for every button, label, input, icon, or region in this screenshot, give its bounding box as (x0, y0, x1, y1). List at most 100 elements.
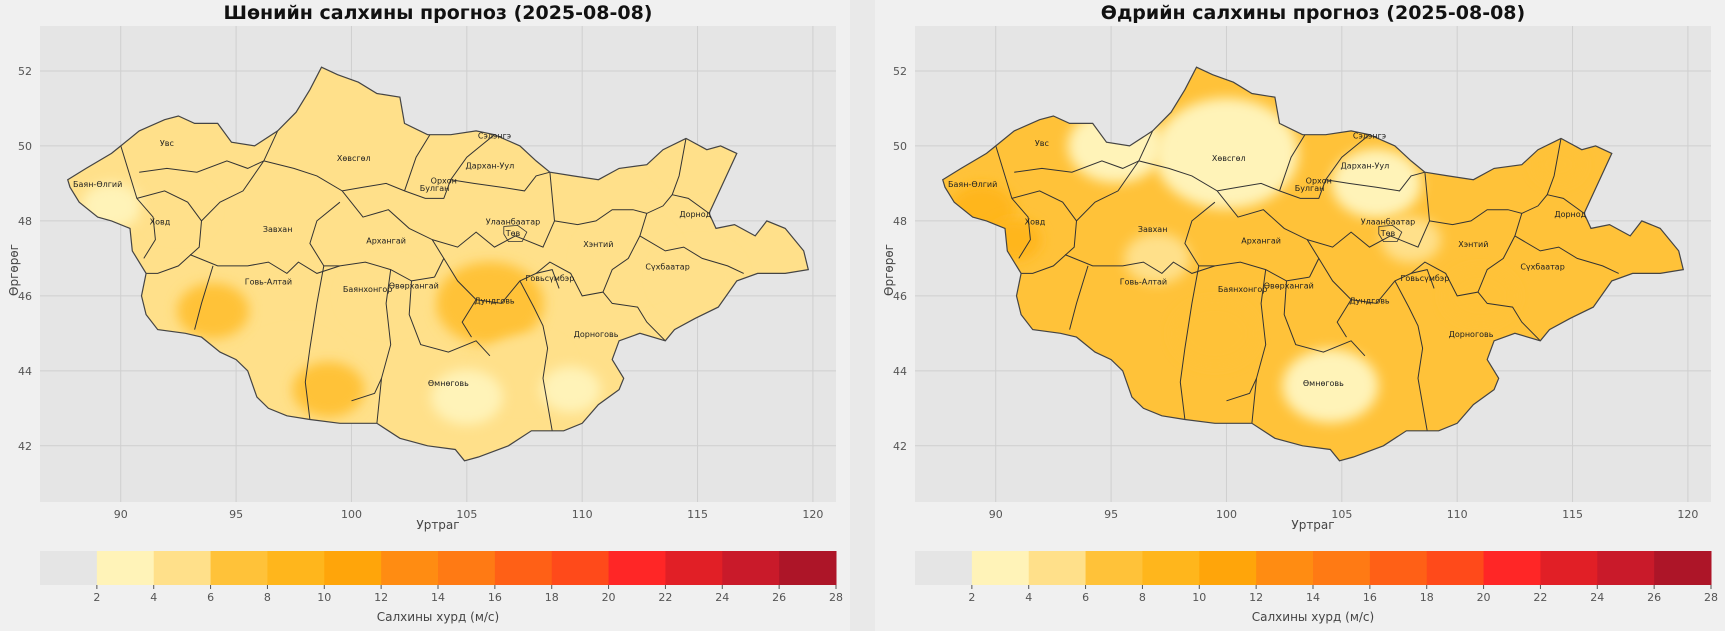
colorbar-bin (608, 551, 666, 585)
province-label: Дундговь (1349, 296, 1390, 305)
colorbar-tick-label: 18 (1420, 591, 1434, 604)
province-label: Төв (505, 229, 521, 238)
province-label: Говьсүмбэр (1401, 274, 1450, 283)
day-colorbar-label: Салхины хурд (м/с) (1251, 610, 1375, 624)
x-tick-label: 95 (229, 508, 243, 521)
province-label: Сэлэнгэ (478, 131, 511, 140)
colorbar-bin (267, 551, 325, 585)
day-map-svg: Баян-Өлгий Увс Ховд Завхан Говь-Алтай Хөвсгөл… (893, 26, 1711, 521)
province-border (309, 201, 341, 267)
province-border (1283, 280, 1366, 357)
province-border (672, 194, 710, 214)
night-map-title: Шөнийн салхины прогноз (2025-08-08) (223, 2, 653, 24)
colorbar-tick-label: 26 (772, 591, 786, 604)
colorbar-bin (210, 551, 268, 585)
colorbar-tick-label: 4 (150, 591, 157, 604)
wind-zone (430, 369, 503, 425)
province-border (1477, 213, 1523, 293)
colorbar-bin (40, 551, 98, 585)
province-label: Баянхонгор (343, 285, 392, 294)
night-x-axis-label: Уртраг (416, 518, 460, 532)
colorbar-bin (1313, 551, 1371, 585)
province-border (554, 138, 687, 226)
y-tick-label: 48 (18, 215, 32, 228)
province-label: Говь-Алтай (1120, 278, 1167, 287)
colorbar-bin (494, 551, 553, 585)
x-tick-label: 115 (687, 508, 708, 521)
x-tick-label: 90 (114, 508, 128, 521)
colorbar-bin (381, 551, 439, 585)
province-border (136, 190, 203, 274)
province-label: Ховд (1025, 218, 1046, 227)
ulaanbaatar-border (1378, 224, 1403, 242)
province-label: Хөвсгөл (1212, 154, 1246, 163)
province-label: Сүхбаатар (645, 263, 689, 272)
night-forecast-panel: Шөнийн салхины прогноз (2025-08-08) Баян… (0, 0, 850, 631)
province-label: Өмнөговь (428, 379, 469, 388)
wind-zone (1172, 301, 1257, 366)
wind-zone (177, 283, 250, 339)
province-border (1076, 130, 1154, 222)
colorbar-bin (324, 551, 382, 585)
province-border (1138, 160, 1280, 192)
x-tick-label: 110 (572, 508, 593, 521)
colorbar-bin (971, 551, 1030, 585)
wind-zone (292, 361, 365, 418)
colorbar-bin (1142, 551, 1200, 585)
y-tick-label: 50 (18, 140, 32, 153)
colorbar-tick-label: 20 (602, 591, 616, 604)
day-y-axis-label: Өргөрөг (882, 244, 896, 296)
province-label: Сэлэнгэ (1353, 131, 1386, 140)
province-border (1514, 235, 1619, 274)
y-tick-label: 50 (893, 140, 907, 153)
province-border (602, 213, 648, 293)
province-label: Баян-Өлгий (73, 180, 122, 189)
x-tick-label: 120 (1677, 508, 1698, 521)
colorbar-bin (779, 551, 837, 585)
province-border (1307, 172, 1431, 248)
province-label: Архангай (366, 236, 406, 245)
wind-zone (1282, 348, 1379, 423)
province-label: Ховд (150, 218, 171, 227)
province-border (432, 172, 556, 248)
colorbar-tick-label: 14 (1306, 591, 1320, 604)
province-border (461, 299, 477, 338)
province-label: Дорнод (1554, 210, 1586, 219)
wind-zone (655, 244, 740, 310)
province-label: Увс (1035, 139, 1049, 148)
province-border (1394, 280, 1428, 431)
country-outline (66, 66, 810, 462)
province-label: Хэнтий (1458, 240, 1488, 249)
colorbar-tick-label: 28 (829, 591, 843, 604)
province-border (1318, 258, 1435, 304)
colorbar-bin (665, 551, 723, 585)
x-tick-label: 95 (1104, 508, 1118, 521)
province-border (1279, 134, 1306, 192)
province-label: Говь-Алтай (245, 278, 292, 287)
wind-zone (659, 140, 714, 182)
colorbar-tick-label: 2 (93, 591, 100, 604)
province-label: Говьсүмбэр (526, 274, 575, 283)
wind-zone (344, 263, 429, 329)
colorbar-tick-label: 2 (968, 591, 975, 604)
colorbar-tick-label: 8 (1139, 591, 1146, 604)
y-tick-label: 52 (18, 65, 32, 78)
province-border (1226, 378, 1257, 402)
province-border (1069, 265, 1089, 330)
wind-zone (145, 184, 212, 236)
province-label: Булган (420, 184, 450, 193)
province-border (139, 160, 265, 173)
province-border (408, 280, 491, 357)
colorbar-tick-label: 24 (715, 591, 729, 604)
province-label: Улаанбаатар (486, 218, 540, 227)
y-tick-label: 48 (893, 215, 907, 228)
province-label: Сүхбаатар (1520, 263, 1564, 272)
night-map-svg: Баян-Өлгий Увс Ховд Завхан Говь-Алтай Хөвсгөл… (18, 26, 836, 521)
y-tick-label: 44 (18, 365, 32, 378)
province-border (443, 258, 560, 304)
colorbar-tick-label: 20 (1477, 591, 1491, 604)
colorbar-tick-label: 22 (1533, 591, 1547, 604)
province-border (1179, 265, 1200, 420)
colorbar-bin (1028, 551, 1087, 585)
province-label: Дорнод (679, 210, 711, 219)
